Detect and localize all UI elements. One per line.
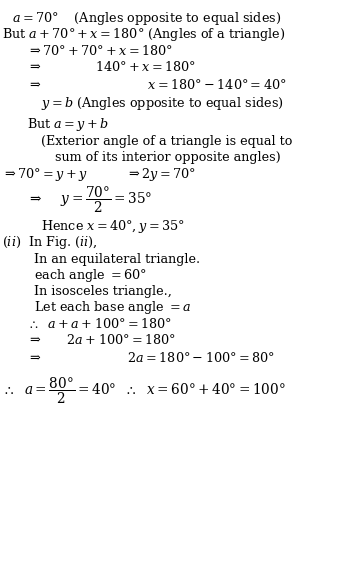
Text: But $a + 70° + x = 180°$ (Angles of a triangle): But $a + 70° + x = 180°$ (Angles of a tr… xyxy=(2,26,285,44)
Text: $\therefore$  $a = \dfrac{80°}{2} = 40°$  $\therefore$  $x = 60° + 40° = 100°$: $\therefore$ $a = \dfrac{80°}{2} = 40°$ … xyxy=(2,375,286,406)
Text: $\Rightarrow$    $y = \dfrac{70°}{2} = 35°$: $\Rightarrow$ $y = \dfrac{70°}{2} = 35°$ xyxy=(27,185,152,215)
Text: (Exterior angle of a triangle is equal to: (Exterior angle of a triangle is equal t… xyxy=(41,135,292,148)
Text: Let each base angle $= a$: Let each base angle $= a$ xyxy=(34,299,191,317)
Text: $y = b$ (Angles opposite to equal sides): $y = b$ (Angles opposite to equal sides) xyxy=(41,95,284,112)
Text: But $a = y + b$: But $a = y + b$ xyxy=(27,116,109,134)
Text: $\therefore$  $a + a + 100° = 180°$: $\therefore$ $a + a + 100° = 180°$ xyxy=(27,317,172,331)
Text: $\Rightarrow 70° + 70° + x = 180°$: $\Rightarrow 70° + 70° + x = 180°$ xyxy=(27,44,173,58)
Text: $(ii)$  In Fig. $(ii)$,: $(ii)$ In Fig. $(ii)$, xyxy=(2,234,97,252)
Text: In an equilateral triangle.: In an equilateral triangle. xyxy=(34,253,200,266)
Text: $\Rightarrow$                     $2a = 180° - 100° = 80°$: $\Rightarrow$ $2a = 180° - 100° = 80°$ xyxy=(27,352,275,365)
Text: $a = 70°$    (Angles opposite to equal sides): $a = 70°$ (Angles opposite to equal side… xyxy=(12,10,282,27)
Text: $\Rightarrow 70° = y + y$          $\Rightarrow 2y = 70°$: $\Rightarrow 70° = y + y$ $\Rightarrow 2… xyxy=(2,166,196,184)
Text: $\Rightarrow$      $2a + 100° = 180°$: $\Rightarrow$ $2a + 100° = 180°$ xyxy=(27,333,176,347)
Text: In isosceles triangle.,: In isosceles triangle., xyxy=(34,285,172,298)
Text: Hence $x = 40°, y = 35°$: Hence $x = 40°, y = 35°$ xyxy=(41,218,185,235)
Text: $\Rightarrow$             $140° + x = 180°$: $\Rightarrow$ $140° + x = 180°$ xyxy=(27,60,196,74)
Text: each angle $= 60°$: each angle $= 60°$ xyxy=(34,267,147,284)
Text: sum of its interior opposite angles): sum of its interior opposite angles) xyxy=(55,151,281,164)
Text: $\Rightarrow$                          $x = 180° - 140° = 40°$: $\Rightarrow$ $x = 180° - 140° = 40°$ xyxy=(27,78,286,92)
